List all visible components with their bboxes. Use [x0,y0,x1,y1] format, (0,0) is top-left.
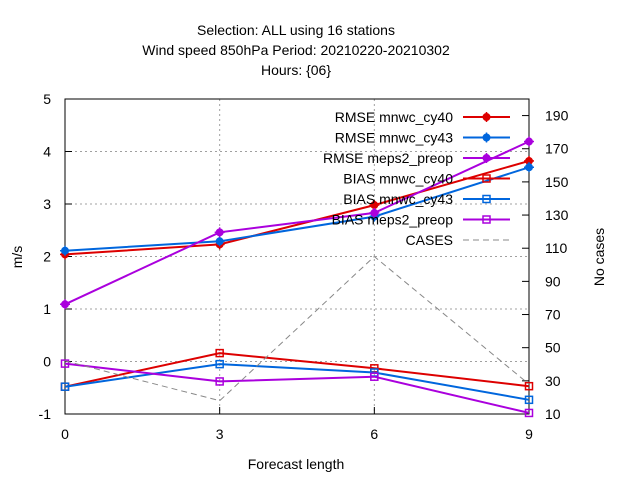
y2-tick-label: 10 [545,406,561,422]
data-point [482,174,491,183]
legend-item: CASES [406,232,510,248]
series-line [64,166,530,252]
x-tick-label: 0 [61,426,69,442]
y-tick-label: 0 [43,354,51,370]
x-axis-label: Forecast length [248,456,345,472]
series-rmse-mnwc-cy43 [60,162,534,256]
legend-item: BIAS mnwc_cy43 [343,191,510,207]
series-cases [64,255,530,402]
legend-label: BIAS meps2_preop [332,212,454,228]
data-point [60,359,70,368]
legend-item: RMSE mnwc_cy43 [335,130,510,146]
legend-label: RMSE mnwc_cy40 [335,109,453,125]
legend-item: BIAS mnwc_cy40 [343,171,510,187]
legend-item: RMSE mnwc_cy40 [335,109,510,125]
y-tick-label: 3 [43,196,51,212]
chart-title-line: Selection: ALL using 16 stations [197,22,395,38]
data-point [482,215,491,224]
data-point [215,377,224,386]
y2-tick-label: 90 [545,273,561,289]
data-point [524,381,534,391]
y-tick-label: 2 [43,249,51,265]
legend-item: RMSE meps2_preop [323,150,510,166]
series-bias-meps2-preop [60,359,534,418]
x-tick-label: 6 [370,426,378,442]
legend-label: BIAS mnwc_cy40 [343,171,453,187]
y2-tick-label: 50 [545,340,561,356]
y2-tick-label: 190 [545,108,569,124]
y2-tick-label: 130 [545,207,569,223]
legend-item: BIAS meps2_preop [332,212,510,228]
series-rmse-meps2-preop [60,136,534,310]
x-tick-label: 9 [525,426,533,442]
y2-tick-label: 110 [545,240,568,256]
y2-tick-label: 170 [545,141,569,157]
legend-label: CASES [406,232,453,248]
series-line [64,255,530,402]
y2-tick-label: 70 [545,307,561,323]
series-lines [60,136,534,418]
series-line [64,352,530,388]
data-point [524,395,534,405]
y-tick-label: -1 [39,406,52,422]
data-point [482,194,491,204]
y-tick-label: 1 [43,301,51,317]
chart-title-line: Wind speed 850hPa Period: 20210220-20210… [142,42,450,58]
series-line [64,140,530,306]
y2-axis-label: No cases [591,228,607,286]
y2-tick-label: 30 [545,373,561,389]
series-line [64,363,530,401]
y-tick-label: 5 [43,91,51,107]
series-line [64,159,530,256]
series-line [64,362,530,414]
legend-label: BIAS mnwc_cy43 [343,191,453,207]
y-axis-label: m/s [9,246,25,269]
data-point [524,408,534,418]
y2-axis-ticks: 10 30 50 70 90 110 130 150 170 190 [522,108,569,422]
legend-label: RMSE meps2_preop [323,150,453,166]
chart-title: Selection: ALL using 16 stations Wind spe… [142,22,450,78]
x-tick-label: 3 [216,426,224,442]
y-tick-label: 4 [43,144,51,160]
y-axis-ticks: -1 0 1 2 3 4 5 [39,91,72,422]
y2-tick-label: 150 [545,174,569,190]
data-point [370,372,379,381]
chart-title-line: Hours: {06} [261,62,331,78]
x-axis-ticks: 0 3 6 9 [61,407,533,442]
legend-label: RMSE mnwc_cy43 [335,130,453,146]
data-point [215,359,224,369]
series-bias-mnwc-cy40 [60,348,534,391]
data-point [60,382,70,391]
legend: RMSE mnwc_cy40 RMSE mnwc_cy43 RMSE meps2_p… [323,109,510,248]
grid [65,99,529,414]
data-point [215,348,224,358]
